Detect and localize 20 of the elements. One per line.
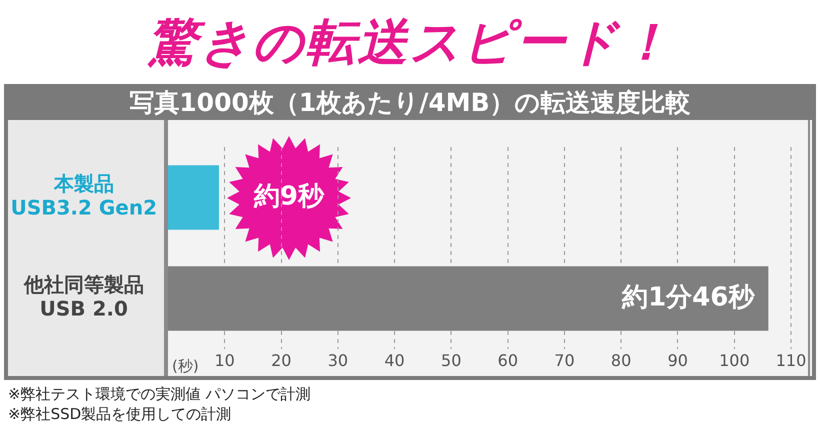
chart-title: 驚きの転送スピード！	[148, 12, 672, 72]
text: ※弊社テスト環境での実測値 パソコンで計測	[8, 384, 312, 404]
x-tick-label: 70	[554, 350, 575, 370]
x-tick-label: 40	[384, 350, 405, 370]
x-tick-label: 60	[498, 350, 518, 370]
x-tick-label: 10	[214, 350, 235, 370]
x-tick-label: 110	[776, 350, 806, 370]
text: ※弊社SSD製品を使用しての計測	[8, 404, 232, 424]
chart-subtitle: 写真1000枚（1枚あたり/4MB）の転送速度比較	[129, 86, 691, 118]
data-label: 約9秒	[252, 181, 326, 212]
x-tick-label: 50	[441, 350, 462, 370]
x-tick-label: 80	[610, 350, 632, 370]
y-tick-label: 本製品 USB3.2 Gen2	[10, 172, 158, 220]
x-tick-label: 90	[668, 350, 688, 370]
x-tick-label: 20	[271, 350, 292, 370]
x-tick-label: 30	[328, 350, 348, 370]
x-axis-title: (秒)	[172, 356, 199, 375]
data-label: 約1分46秒	[621, 282, 756, 312]
y-tick-label: 他社同等製品 USB 2.0	[22, 272, 144, 321]
x-tick-label: 100	[719, 350, 750, 370]
